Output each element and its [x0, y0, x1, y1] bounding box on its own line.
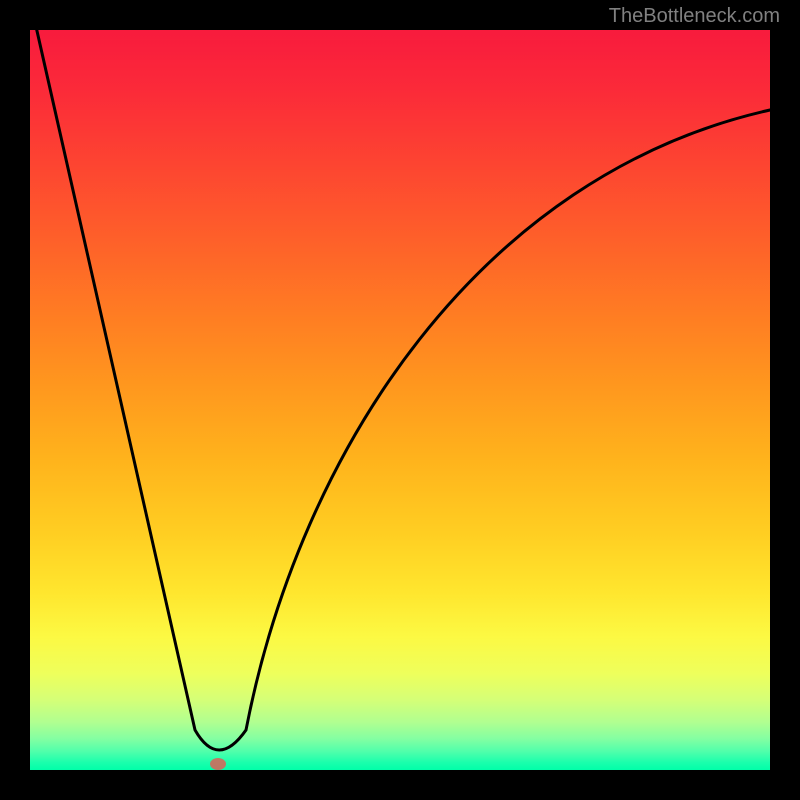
optimum-marker	[210, 758, 226, 770]
watermark-text: TheBottleneck.com	[609, 5, 780, 27]
bottleneck-chart: TheBottleneck.com	[0, 0, 800, 800]
plot-background	[30, 30, 770, 770]
